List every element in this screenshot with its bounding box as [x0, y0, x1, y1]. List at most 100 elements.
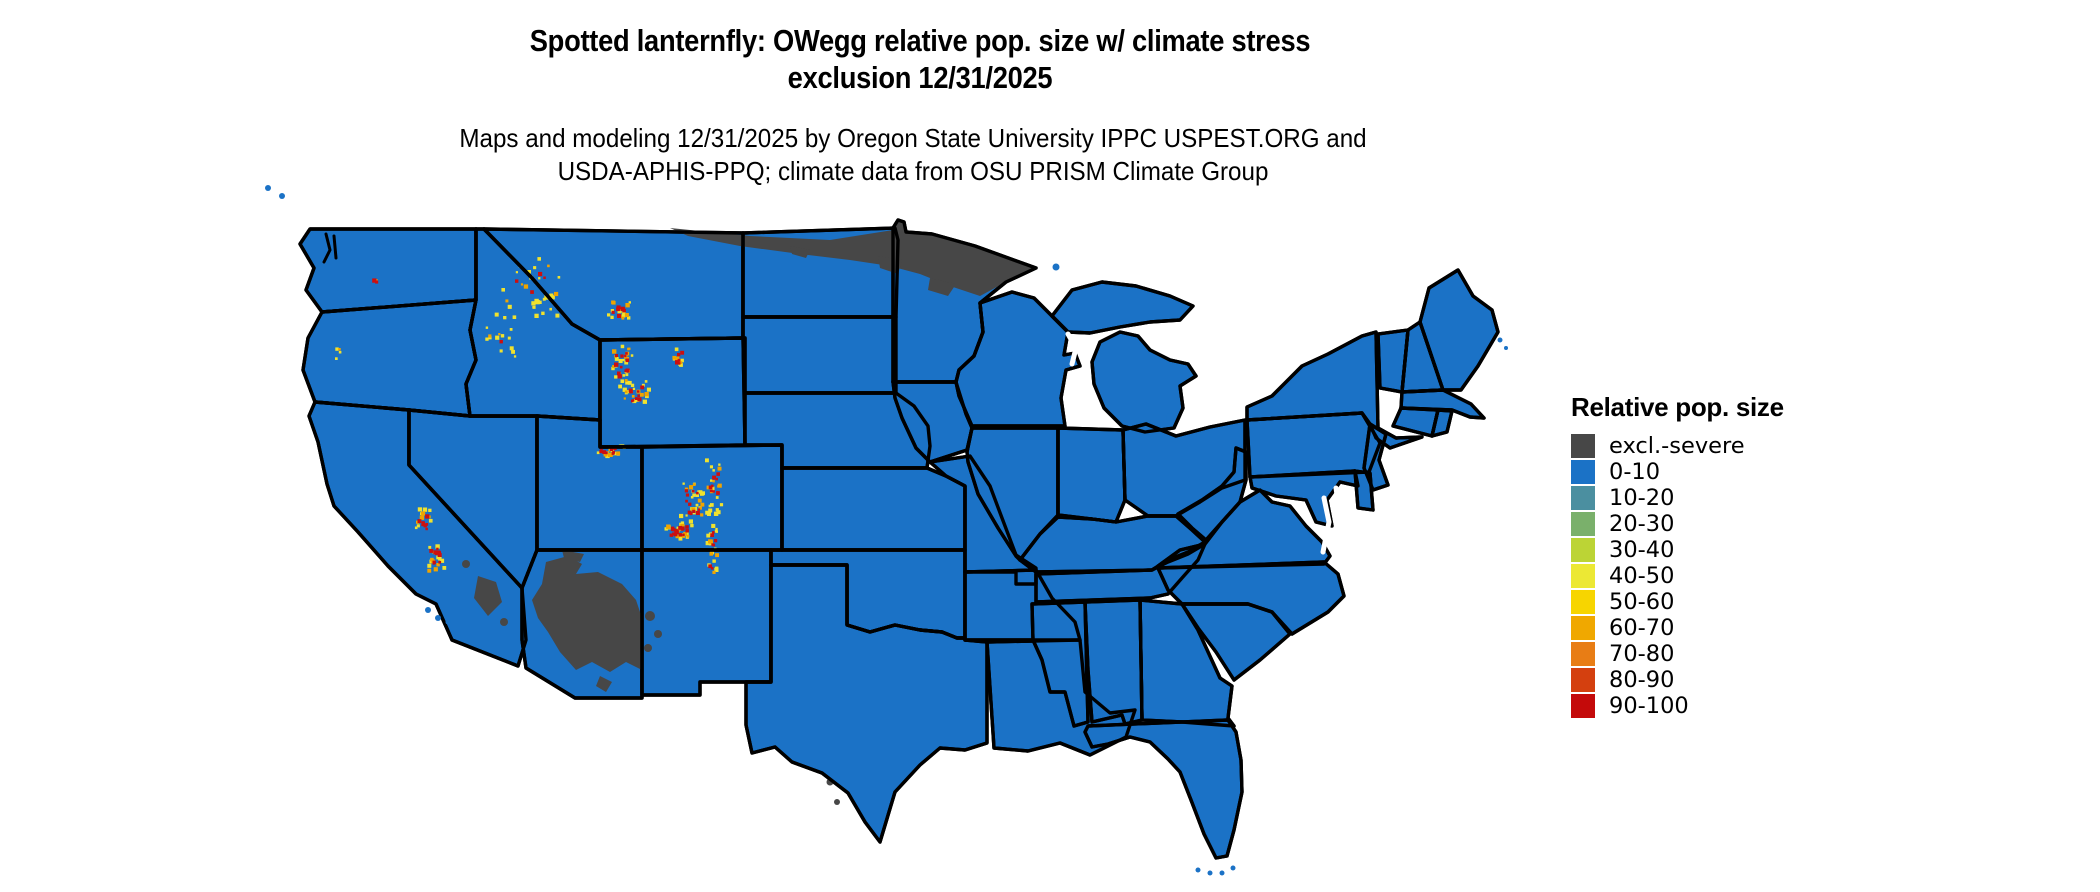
- puget-sound-inlets: [322, 232, 338, 264]
- population-speckle: [538, 300, 542, 304]
- population-speckle: [416, 524, 420, 528]
- population-speckle: [599, 449, 603, 454]
- population-speckle: [620, 354, 624, 358]
- population-speckle: [515, 271, 518, 274]
- legend-item-excl-severe: excl.-severe: [1571, 433, 1784, 459]
- legend-item-label: excl.-severe: [1609, 433, 1745, 459]
- population-speckle: [680, 523, 685, 529]
- population-speckle: [716, 491, 720, 495]
- population-speckle: [433, 550, 438, 555]
- population-speckle: [614, 362, 619, 367]
- population-speckle: [621, 313, 626, 318]
- population-speckle: [628, 388, 633, 393]
- population-speckle: [425, 527, 428, 531]
- population-speckle: [612, 365, 616, 369]
- population-speckle: [549, 307, 552, 311]
- population-speckle: [664, 527, 668, 531]
- population-speckle: [673, 532, 678, 537]
- population-speckle: [675, 534, 680, 539]
- population-speckle: [670, 528, 674, 532]
- population-speckle: [422, 507, 428, 512]
- exclusion-california-dot: [462, 560, 470, 568]
- population-speckle: [614, 375, 618, 379]
- population-speckle: [705, 458, 709, 463]
- population-speckle: [604, 451, 608, 455]
- population-speckle: [607, 313, 611, 317]
- population-speckle: [627, 316, 631, 320]
- population-speckle: [541, 311, 545, 315]
- legend: Relative pop. size excl.-severe 0-10 10-20…: [1571, 392, 1784, 720]
- population-speckle: [709, 489, 713, 493]
- population-speckle: [672, 532, 675, 536]
- population-speckle: [436, 555, 441, 560]
- population-speckle: [692, 493, 696, 497]
- population-speckle: [637, 397, 642, 402]
- population-speckle: [640, 392, 644, 397]
- population-speckle: [631, 399, 635, 402]
- population-speckle: [617, 313, 622, 318]
- population-speckle: [714, 567, 719, 572]
- population-speckle: [710, 533, 714, 537]
- population-speckle: [669, 533, 673, 537]
- population-speckle: [537, 257, 541, 261]
- population-speckle: [622, 387, 627, 392]
- population-speckle: [417, 519, 422, 523]
- population-speckle: [624, 354, 627, 358]
- state-border-outline: [1050, 280, 1195, 335]
- population-speckle: [507, 304, 512, 309]
- legend-item-label: 60-70: [1609, 615, 1675, 641]
- population-speckle: [625, 381, 629, 385]
- population-speckle: [644, 380, 648, 383]
- population-speckle: [544, 295, 549, 300]
- maine-coast-dot: [1497, 337, 1503, 343]
- population-speckle: [554, 291, 559, 297]
- maine-coast-dot2: [1504, 346, 1508, 350]
- population-speckle: [685, 493, 689, 497]
- population-speckle: [717, 485, 720, 488]
- population-speckle: [716, 472, 720, 476]
- population-speckle: [626, 390, 630, 394]
- population-speckle: [676, 526, 680, 530]
- population-speckle: [429, 549, 434, 553]
- us-choropleth-map: [230, 170, 1530, 880]
- map-subtitle: Maps and modeling 12/31/2025 by Oregon S…: [64, 122, 1762, 188]
- population-speckle: [608, 453, 612, 457]
- population-speckle: [503, 316, 507, 320]
- population-speckle: [628, 301, 631, 304]
- population-speckle: [427, 568, 432, 573]
- population-speckle: [433, 567, 438, 572]
- population-speckle: [716, 510, 721, 515]
- population-speckle: [682, 482, 685, 485]
- channel-island-dot: [425, 607, 431, 613]
- population-speckle: [515, 279, 519, 283]
- population-speckle: [498, 333, 501, 336]
- florida-keys-dot: [1195, 867, 1201, 873]
- legend-color-swatch: [1571, 460, 1595, 484]
- state-indiana: [1056, 426, 1127, 524]
- legend-item-20-30: 20-30: [1571, 511, 1784, 537]
- population-speckle: [711, 523, 716, 528]
- population-speckle: [680, 526, 685, 531]
- population-speckle: [620, 379, 625, 383]
- population-speckle: [511, 349, 515, 354]
- population-speckle: [611, 366, 615, 371]
- legend-title: Relative pop. size: [1571, 392, 1784, 422]
- population-speckle: [717, 483, 722, 488]
- legend-item-label: 30-40: [1609, 537, 1675, 563]
- population-speckle: [543, 276, 546, 279]
- legend-item-label: 70-80: [1609, 641, 1675, 667]
- legend-items: excl.-severe 0-10 10-20 20-30 30-40 40-50 50-6…: [1571, 433, 1784, 719]
- san-juan-island-dot2: [279, 193, 285, 199]
- population-speckle: [709, 552, 713, 556]
- population-speckle: [375, 280, 379, 284]
- population-speckle: [700, 491, 704, 496]
- population-speckle: [423, 524, 427, 528]
- population-speckle: [507, 336, 511, 340]
- population-speckle: [712, 490, 715, 493]
- population-speckle: [485, 326, 489, 329]
- population-speckle: [631, 395, 635, 398]
- population-speckle: [683, 531, 688, 536]
- isle-royale-dot: [1052, 263, 1060, 271]
- population-speckle: [442, 566, 447, 570]
- population-speckle: [670, 526, 675, 531]
